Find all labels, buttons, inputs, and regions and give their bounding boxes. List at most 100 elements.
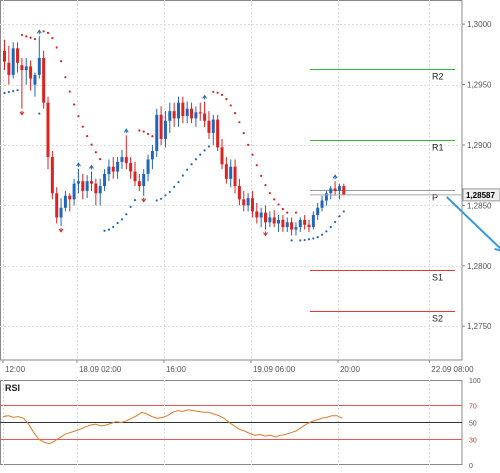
- candle-body: [177, 102, 180, 119]
- sar-dot: [133, 199, 137, 202]
- sar-dot: [160, 197, 163, 200]
- rsi-line: [2, 409, 343, 445]
- sar-dot: [338, 215, 341, 218]
- sar-dot: [73, 103, 76, 106]
- fractal-up-arrow: [76, 162, 81, 168]
- candle: [342, 183, 346, 196]
- sar-dot: [55, 46, 58, 49]
- candle-body: [129, 163, 133, 172]
- candle: [229, 159, 233, 188]
- candle-body: [229, 166, 233, 179]
- candle: [55, 187, 59, 224]
- candle: [172, 102, 176, 127]
- candle-body: [55, 193, 59, 218]
- price-tick-label: 1,3000: [467, 20, 492, 29]
- candle-body: [20, 65, 24, 71]
- candle: [255, 202, 259, 224]
- candle-body: [242, 199, 246, 206]
- candle-body: [337, 186, 341, 191]
- candle: [76, 169, 80, 194]
- candle-body: [59, 207, 63, 218]
- candle: [68, 193, 72, 212]
- candle-body: [316, 207, 320, 216]
- fractal-down-arrow: [263, 231, 268, 237]
- candle: [20, 57, 24, 109]
- candle-body: [168, 111, 172, 121]
- sar-dot: [320, 233, 324, 236]
- sar-dot: [220, 93, 224, 97]
- rsi-tick-label: 100: [469, 378, 481, 385]
- fractal-down-arrow: [58, 227, 64, 233]
- candle: [85, 175, 89, 199]
- sar-dot: [94, 151, 97, 154]
- candle: [177, 96, 180, 127]
- sar-dot: [233, 112, 237, 115]
- price-tick-label: 1,2900: [467, 141, 492, 150]
- candle-body: [342, 186, 346, 195]
- candle: [7, 45, 11, 85]
- candle: [298, 217, 302, 232]
- rsi-tick-label: 0: [469, 463, 473, 468]
- candle: [233, 159, 237, 194]
- sar-dot: [12, 90, 15, 93]
- sar-dot: [242, 132, 245, 135]
- candle-body: [103, 173, 107, 187]
- candle-body: [133, 171, 137, 182]
- fractal-up-arrow: [332, 174, 338, 180]
- sar-dot: [212, 90, 215, 93]
- candle-body: [120, 157, 124, 162]
- fractal-down-arrow: [141, 197, 147, 203]
- candle-body: [264, 212, 267, 223]
- candle-body: [42, 57, 46, 103]
- candle-body: [29, 66, 33, 79]
- candle-body: [111, 166, 115, 172]
- candle-body: [324, 193, 328, 201]
- sar-dot: [120, 218, 124, 221]
- candle-body: [198, 112, 202, 114]
- candle-body: [172, 111, 176, 119]
- candle: [250, 190, 254, 218]
- forecast-arrow: [446, 196, 500, 252]
- candle: [24, 57, 28, 85]
- sar-dot: [151, 135, 154, 138]
- candle-body: [124, 157, 128, 164]
- sar-dot: [251, 153, 254, 156]
- candle-body: [37, 57, 41, 75]
- candle: [211, 114, 215, 145]
- candle-body: [268, 217, 272, 223]
- pivot-label-s2: S2: [432, 314, 443, 324]
- candle-body: [76, 181, 80, 184]
- candle-body: [211, 119, 215, 133]
- candle: [90, 171, 93, 191]
- candle: [124, 135, 128, 170]
- sar-dot: [273, 198, 276, 201]
- candle-body: [237, 186, 241, 200]
- time-tick-label: 22.09 08:00: [431, 365, 474, 374]
- price-tick-label: 1,2850: [467, 201, 492, 210]
- candle-body: [146, 159, 150, 174]
- sar-dot: [59, 60, 63, 63]
- candle: [316, 202, 320, 220]
- candle-body: [307, 224, 311, 228]
- sar-dot: [107, 228, 110, 231]
- sar-dot: [264, 184, 267, 187]
- candle: [268, 211, 272, 228]
- sar-dot: [86, 135, 89, 138]
- candle: [337, 183, 341, 200]
- sar-dot: [181, 174, 184, 177]
- sar-dot: [138, 129, 141, 132]
- candle-body: [250, 198, 254, 212]
- candle-body: [72, 183, 76, 200]
- candle-body: [116, 161, 120, 172]
- forecast-arrow-head: [494, 242, 500, 252]
- candle-body: [194, 112, 198, 119]
- candle: [168, 102, 172, 133]
- sar-dot: [20, 33, 23, 37]
- candle-body: [220, 147, 224, 165]
- candle-body: [333, 188, 337, 191]
- candle: [194, 106, 198, 127]
- candle: [220, 138, 224, 170]
- candle-body: [320, 200, 324, 208]
- sar-dot: [294, 211, 298, 214]
